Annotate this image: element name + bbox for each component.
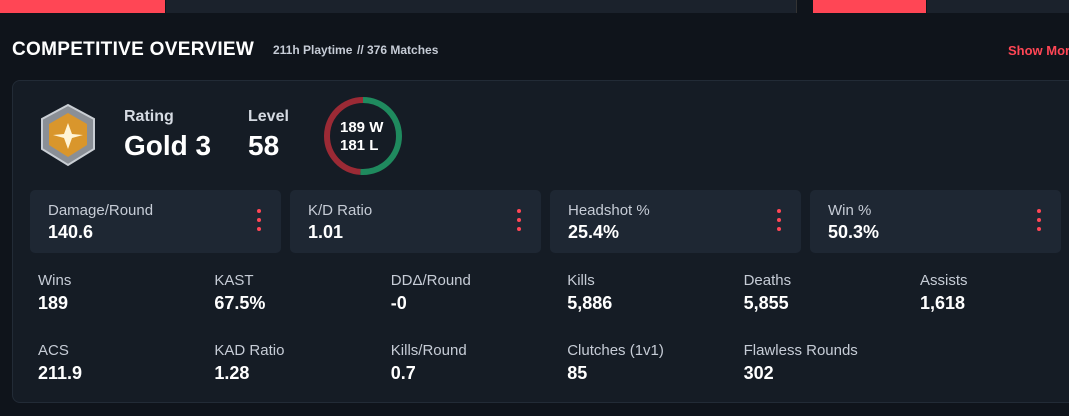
tile-label: K/D Ratio [308, 202, 373, 219]
tile-value: 50.3% [828, 222, 880, 242]
stat-value: 211.9 [38, 363, 83, 383]
stat-tile: Damage/Round 140.6 [30, 190, 281, 253]
stat-value: 302 [743, 363, 774, 383]
stat-label: Kills/Round [390, 342, 467, 359]
stat: Kills 5,886 [567, 272, 612, 314]
losses-record: 181 L [340, 137, 378, 154]
wins-letter: W [369, 119, 384, 136]
ring-losses [324, 97, 402, 175]
stat: Flawless Rounds 302 [744, 342, 858, 384]
stat-value: 5,886 [567, 293, 613, 313]
tile-value: 140.6 [48, 222, 94, 242]
stat-label: Deaths [743, 272, 792, 289]
tab-bar[interactable] [927, 0, 1069, 13]
stat-label: Kills [567, 272, 595, 289]
stat-tile: Win % 50.3% [810, 190, 1061, 253]
stat-label: DDΔ/Round [390, 272, 471, 289]
losses: 181 [340, 137, 366, 154]
stat-value: 5,855 [743, 293, 789, 313]
rating-label: Rating [124, 108, 174, 125]
level: 58 [248, 130, 280, 161]
stat-value: 1,618 [920, 293, 966, 313]
show-more[interactable]: Show More [1008, 43, 1069, 58]
tile-label: Win % [828, 202, 872, 219]
stat-label: Flawless Rounds [743, 342, 858, 359]
menu-dots[interactable] [1037, 209, 1041, 236]
stat-value: 85 [567, 363, 588, 383]
menu-dots[interactable] [777, 209, 781, 236]
stat: KAD Ratio 1.28 [214, 342, 284, 384]
stat-label: KAST [214, 272, 254, 289]
stat-value: 189 [38, 293, 69, 313]
stat: Assists 1,618 [920, 272, 968, 314]
level-label: Level [248, 108, 289, 125]
stat: Kills/Round 0.7 [391, 342, 467, 384]
stat: DDΔ/Round -0 [391, 272, 471, 314]
tile-label: Headshot % [568, 202, 650, 219]
stat-value: -0 [390, 293, 407, 313]
stat-label: KAD Ratio [214, 342, 285, 359]
tile-label: Damage/Round [48, 202, 154, 219]
stat-label: Assists [920, 272, 968, 289]
tile-value: 1.01 [308, 222, 344, 242]
tab-bar[interactable] [166, 0, 797, 13]
menu-dots[interactable] [257, 209, 261, 236]
wins: 189 [340, 119, 366, 136]
tab-active[interactable] [0, 0, 165, 13]
stat: KAST 67.5% [214, 272, 265, 314]
rating: Gold 3 [124, 130, 212, 161]
matches: // 376 Matches [357, 43, 439, 57]
stat-value: 0.7 [390, 363, 416, 383]
win-loss-ring [324, 97, 402, 175]
tab-active[interactable] [813, 0, 926, 13]
stat-label: Clutches (1v1) [567, 342, 664, 359]
stat-value: 1.28 [214, 363, 250, 383]
menu-dots[interactable] [517, 209, 521, 236]
stat: Wins 189 [38, 272, 71, 314]
losses-letter: L [369, 137, 379, 154]
playtime: 211h Playtime [273, 43, 353, 57]
rank-icon [41, 103, 95, 167]
tile-value: 25.4% [568, 222, 620, 242]
section-title: COMPETITIVE OVERVIEW [12, 39, 255, 60]
stat-tile: K/D Ratio 1.01 [290, 190, 541, 253]
stat: ACS 211.9 [38, 342, 82, 384]
stat: Clutches (1v1) 85 [567, 342, 664, 384]
stat: Deaths 5,855 [744, 272, 792, 314]
stat-tile: Headshot % 25.4% [550, 190, 801, 253]
stat-label: ACS [38, 342, 69, 359]
stat-value: 67.5% [214, 293, 266, 313]
wins-record: 189 W [340, 119, 383, 136]
stat-label: Wins [38, 272, 72, 289]
